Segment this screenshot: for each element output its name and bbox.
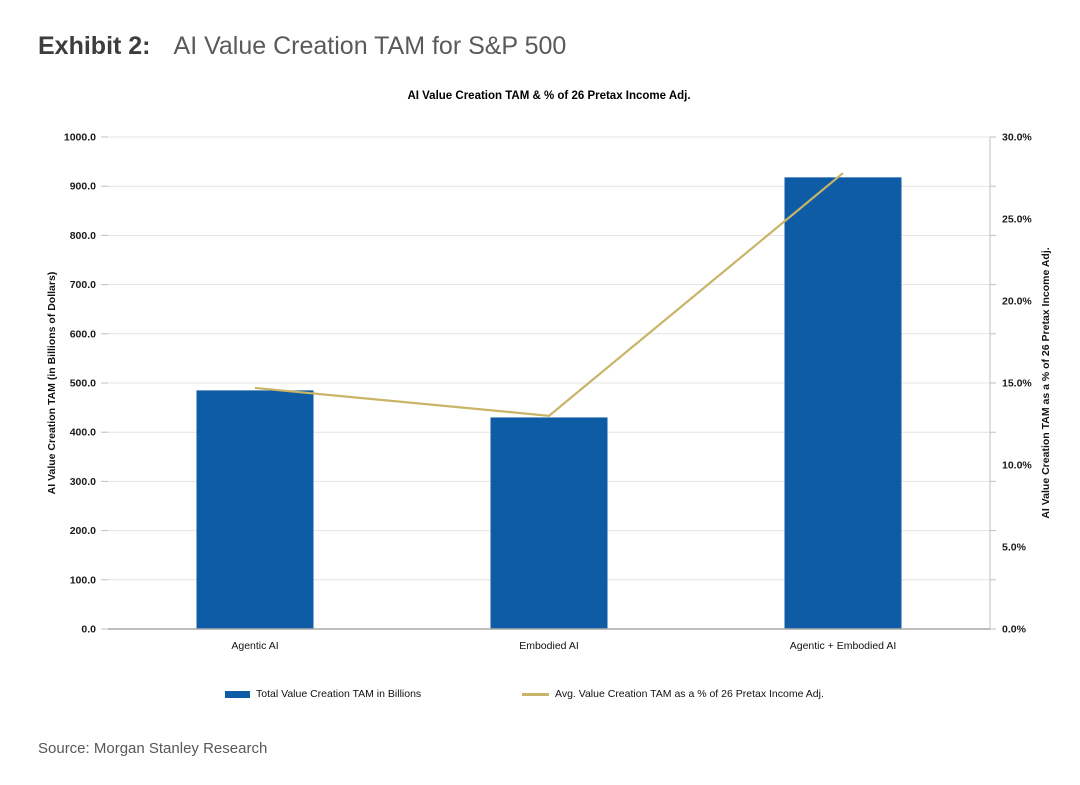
chart-title: AI Value Creation TAM & % of 26 Pretax I… bbox=[407, 90, 691, 102]
bar-series-swatch bbox=[225, 690, 250, 698]
svg-text:900.0: 900.0 bbox=[70, 181, 96, 193]
svg-text:200.0: 200.0 bbox=[70, 525, 96, 537]
svg-text:0.0: 0.0 bbox=[81, 624, 96, 636]
legend-label: Total Value Creation TAM in Billions bbox=[256, 688, 422, 700]
svg-text:25.0%: 25.0% bbox=[1002, 214, 1032, 226]
svg-text:100.0: 100.0 bbox=[70, 574, 96, 586]
svg-text:800.0: 800.0 bbox=[70, 230, 96, 242]
svg-text:Embodied AI: Embodied AI bbox=[519, 640, 579, 652]
svg-text:15.0%: 15.0% bbox=[1002, 378, 1032, 390]
svg-text:300.0: 300.0 bbox=[70, 476, 96, 488]
svg-text:20.0%: 20.0% bbox=[1002, 296, 1032, 308]
svg-text:500.0: 500.0 bbox=[70, 378, 96, 390]
svg-text:10.0%: 10.0% bbox=[1002, 460, 1032, 472]
svg-text:400.0: 400.0 bbox=[70, 427, 96, 439]
line-series-swatch bbox=[522, 692, 549, 696]
svg-text:600.0: 600.0 bbox=[70, 328, 96, 340]
legend-item-bar-series: Total Value Creation TAM in Billions bbox=[225, 688, 421, 700]
source-note: Source: Morgan Stanley Research bbox=[38, 740, 268, 757]
legend-item-line-series: Avg. Value Creation TAM as a % of 26 Pre… bbox=[522, 688, 824, 700]
svg-text:5.0%: 5.0% bbox=[1002, 542, 1027, 554]
exhibit-label: Exhibit 2: bbox=[38, 32, 151, 60]
legend-label: Avg. Value Creation TAM as a % of 26 Pre… bbox=[555, 688, 824, 700]
svg-text:700.0: 700.0 bbox=[70, 279, 96, 291]
exhibit-title: AI Value Creation TAM for S&P 500 bbox=[173, 32, 567, 60]
svg-text:30.0%: 30.0% bbox=[1002, 132, 1032, 144]
svg-text:Agentic + Embodied AI: Agentic + Embodied AI bbox=[790, 640, 897, 652]
exhibit-header: Exhibit 2: AI Value Creation TAM for S&P… bbox=[38, 32, 566, 61]
svg-text:0.0%: 0.0% bbox=[1002, 624, 1027, 636]
svg-text:1000.0: 1000.0 bbox=[64, 132, 96, 144]
svg-text:Agentic AI: Agentic AI bbox=[231, 640, 278, 652]
